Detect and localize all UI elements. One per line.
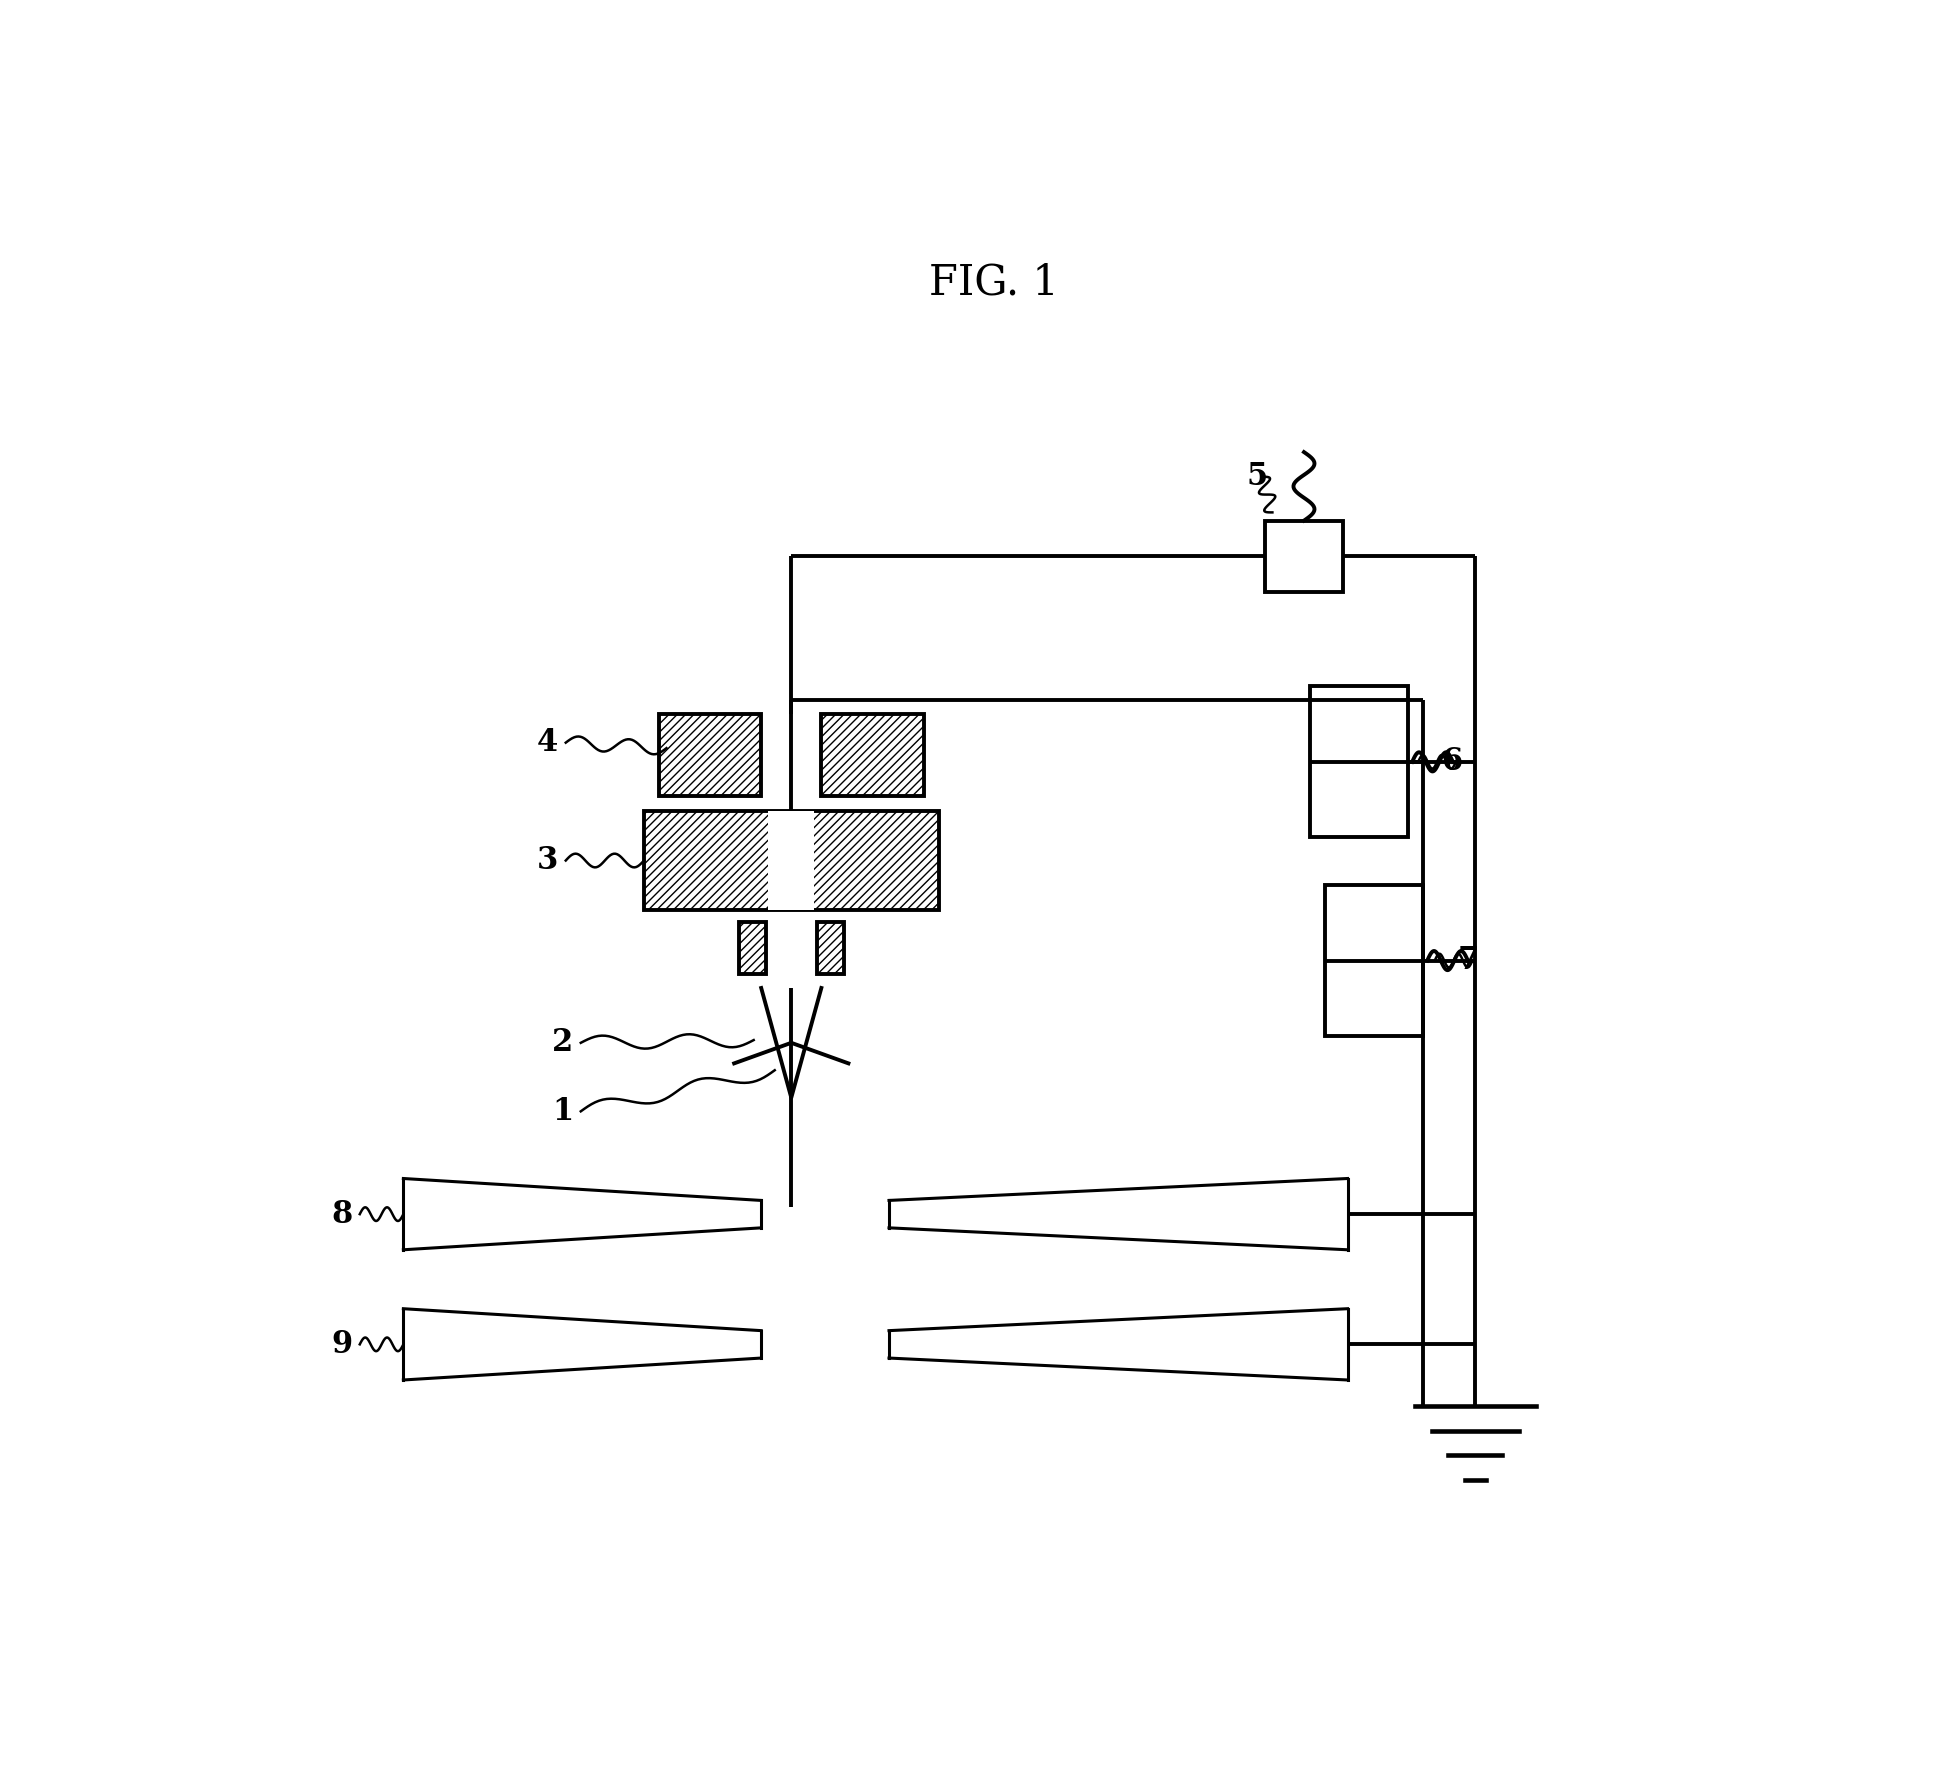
Text: 9: 9 (332, 1330, 353, 1360)
Bar (816, 922, 843, 974)
Text: 2: 2 (553, 1027, 572, 1059)
Text: 8: 8 (332, 1198, 353, 1230)
Bar (768, 812, 814, 910)
Text: 7: 7 (1456, 945, 1478, 975)
Text: 6: 6 (1441, 746, 1462, 778)
Polygon shape (888, 1178, 1348, 1250)
Text: FIG. 1: FIG. 1 (929, 262, 1059, 304)
Polygon shape (403, 1308, 760, 1380)
Polygon shape (403, 1178, 760, 1250)
Bar (659, 714, 760, 796)
Text: 5: 5 (1247, 461, 1268, 493)
Bar (644, 812, 938, 910)
Text: 3: 3 (537, 846, 558, 876)
Bar (1309, 687, 1408, 837)
Text: 1: 1 (553, 1096, 572, 1127)
Bar (1264, 520, 1342, 593)
Text: 4: 4 (537, 728, 558, 758)
Bar (739, 922, 766, 974)
Polygon shape (888, 1308, 1348, 1380)
Bar (1324, 885, 1421, 1036)
Bar (820, 714, 923, 796)
